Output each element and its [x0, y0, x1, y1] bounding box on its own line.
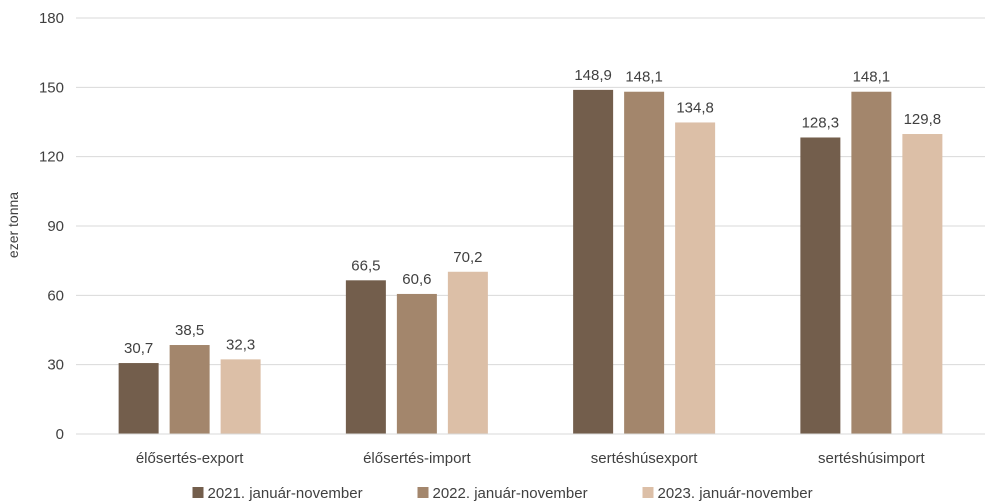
- bars: [118, 89, 943, 435]
- data-label: 66,5: [351, 257, 380, 274]
- y-tick-label: 180: [39, 10, 64, 27]
- bar: [447, 271, 488, 434]
- bar: [118, 363, 159, 434]
- legend-label: 2023. január-november: [658, 485, 813, 502]
- legend: 2021. január-november 2022. január-novemb…: [192, 485, 813, 502]
- data-label: 70,2: [453, 249, 482, 266]
- data-label: 38,5: [175, 322, 204, 339]
- bar: [169, 345, 210, 434]
- bar: [345, 280, 386, 434]
- x-tick-label: élősertés-export: [136, 450, 244, 467]
- bar: [220, 359, 261, 434]
- data-label: 128,3: [802, 114, 840, 131]
- y-tick-label: 30: [47, 357, 64, 374]
- y-tick-label: 60: [47, 287, 64, 304]
- bar: [675, 122, 716, 434]
- data-label: 148,1: [853, 69, 891, 86]
- y-tick-label: 90: [47, 218, 64, 235]
- data-label: 32,3: [226, 336, 255, 353]
- bar: [800, 137, 841, 435]
- x-tick-label: sertéshúsimport: [818, 450, 926, 467]
- bar: [624, 91, 665, 435]
- data-label: 129,8: [904, 111, 942, 128]
- legend-swatch: [192, 487, 204, 498]
- bar: [573, 89, 614, 435]
- bar: [851, 91, 892, 435]
- data-label: 30,7: [124, 340, 153, 357]
- data-label: 148,9: [574, 67, 612, 84]
- gridlines: [76, 17, 985, 366]
- legend-label: 2022. január-november: [433, 485, 588, 502]
- legend-label: 2021. január-november: [208, 485, 363, 502]
- data-label: 148,1: [625, 69, 663, 86]
- bar: [902, 134, 943, 435]
- data-label: 134,8: [676, 99, 714, 116]
- bar: [396, 293, 437, 434]
- y-tick-label: 0: [56, 426, 64, 443]
- x-tick-label: sertéshúsexport: [591, 450, 699, 467]
- x-axis-ticks: élősertés-export élősertés-import sertéshú…: [136, 450, 926, 467]
- legend-swatch: [417, 487, 429, 498]
- y-tick-label: 120: [39, 149, 64, 166]
- data-label: 60,6: [402, 271, 431, 288]
- data-labels: 30,7 38,5 32,3 66,5 60,6 70,2 148,9 148,1 134,8 1…: [124, 67, 941, 357]
- legend-swatch: [642, 487, 654, 498]
- x-tick-label: élősertés-import: [363, 450, 471, 467]
- y-axis-ticks: 0 30 60 90 120 150 180: [39, 10, 64, 443]
- y-axis-title: ezer tonna: [5, 192, 21, 258]
- y-tick-label: 150: [39, 79, 64, 96]
